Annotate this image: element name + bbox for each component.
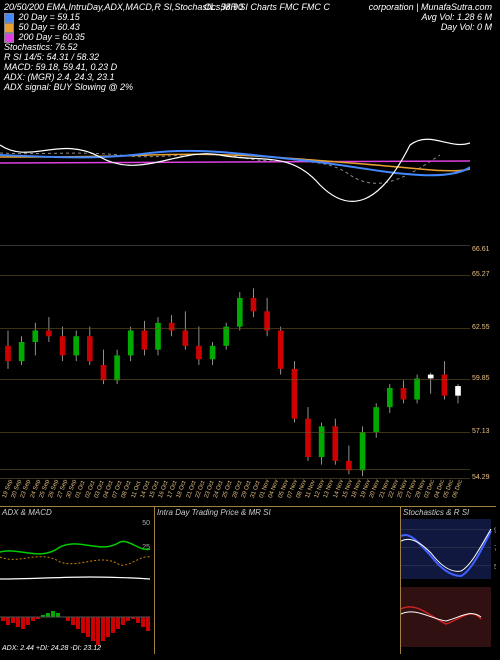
main-chart-svg bbox=[0, 75, 470, 245]
day-vol: Day Vol: 0 M bbox=[369, 22, 492, 32]
candle-chart bbox=[0, 250, 470, 480]
macd-label: MACD: 59.18, 59.41, 0.23 D bbox=[4, 62, 496, 72]
avg-vol: Avg Vol: 1.28 6 M bbox=[369, 12, 492, 22]
price-axis: 66.6165.2762.5559.8557.1354.29 bbox=[472, 250, 500, 480]
close-price: CL: 58.90 bbox=[204, 2, 243, 12]
svg-text:50: 50 bbox=[494, 564, 496, 571]
chart-header: 20/50/200 EMA,IntruDay,ADX,MACD,R SI,Sto… bbox=[4, 2, 496, 72]
ema200-label: 200 Day = 60.35 bbox=[19, 32, 85, 42]
corp-label: corporation | MunafaSutra.com bbox=[369, 2, 492, 12]
panel-intraday: Intra Day Trading Price & MR SI bbox=[155, 506, 401, 654]
rsi-label: R SI 14/5: 54.31 / 58.32 bbox=[4, 52, 496, 62]
svg-text:70: 70 bbox=[494, 546, 496, 553]
adx-chart: 5025 bbox=[0, 507, 155, 655]
ema20-label: 20 Day = 59.15 bbox=[19, 12, 80, 22]
panel-stoch-title: Stochastics & R SI bbox=[403, 508, 469, 517]
ema50-label: 50 Day = 60.43 bbox=[19, 22, 80, 32]
adx-stats: ADX: 2.44 +DI: 24.28 -DI: 23.12 bbox=[2, 645, 101, 652]
candle-svg bbox=[0, 250, 470, 480]
panel-stoch-rsi: Stochastics & R SI 90 70 50 bbox=[401, 506, 496, 654]
stoch-chart: 90 70 50 bbox=[401, 507, 496, 655]
svg-text:90: 90 bbox=[494, 527, 496, 534]
panel-adx-title: ADX & MACD bbox=[2, 508, 52, 517]
stoch-label: Stochastics: 76.52 bbox=[4, 42, 496, 52]
panel-adx-macd: ADX & MACD 5025 ADX: 2.44 +DI: 24.28 -DI… bbox=[0, 506, 155, 654]
indicator-panels: ADX & MACD 5025 ADX: 2.44 +DI: 24.28 -DI… bbox=[0, 506, 500, 656]
header-right: corporation | MunafaSutra.com Avg Vol: 1… bbox=[369, 2, 492, 32]
main-indicator-chart bbox=[0, 75, 470, 246]
date-axis: 19 Sep20 Sep23 Sep24 Sep25 Sep26 Sep27 S… bbox=[0, 480, 470, 504]
panel-intra-title: Intra Day Trading Price & MR SI bbox=[157, 508, 271, 517]
svg-text:50: 50 bbox=[142, 520, 150, 527]
